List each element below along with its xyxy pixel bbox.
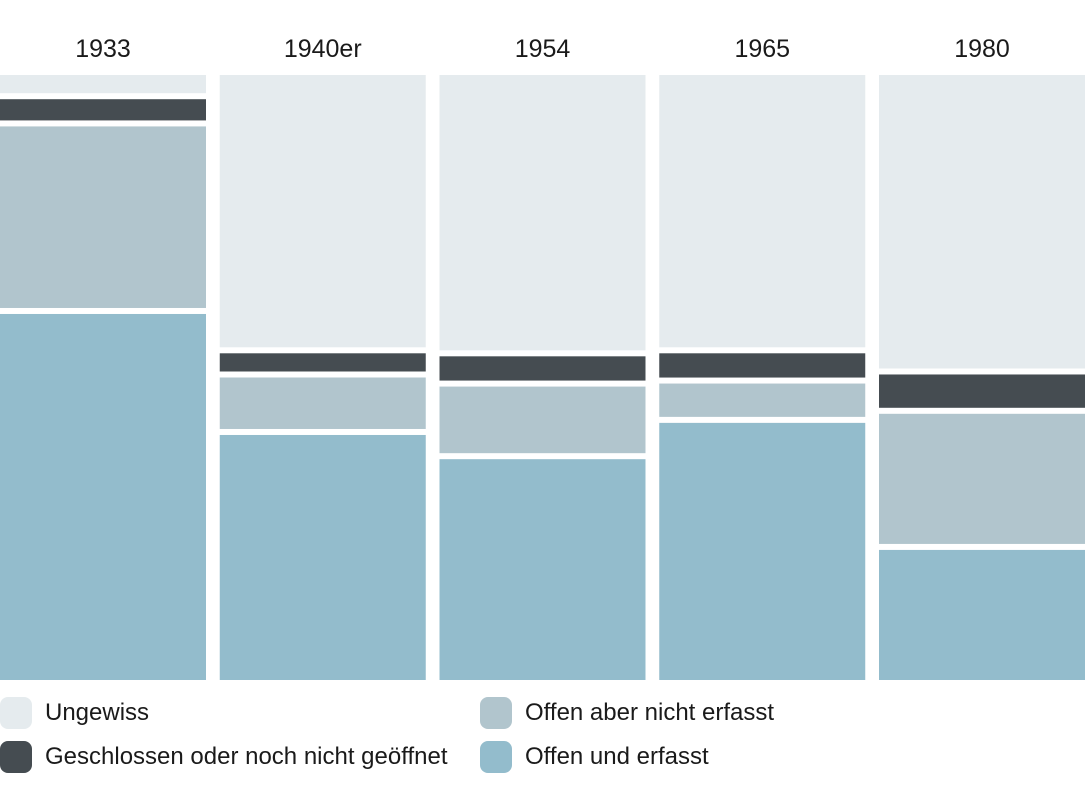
legend-item-geschlossen: Geschlossen oder noch nicht geöffnet: [0, 740, 448, 774]
bar-segment-1965-0: [659, 422, 866, 680]
legend-swatch-offen-nicht-erfasst: [480, 697, 512, 729]
bar-segment-1980-0: [879, 549, 1085, 680]
bar-segment-1954-3: [439, 75, 646, 351]
bar-segment-1954-0: [439, 459, 646, 680]
legend-label-offen-nicht-erfasst: Offen aber nicht erfasst: [525, 699, 775, 726]
column-label-1965: 1965: [734, 35, 790, 63]
legend-label-offen-erfasst: Offen und erfasst: [525, 743, 709, 770]
column-label-1940er: 1940er: [284, 35, 362, 63]
bar-segment-1965-2: [659, 353, 866, 378]
bar-segment-1940er-2: [219, 353, 426, 372]
stacked-bar-chart: 1933 1940er 1954 1965 1980: [0, 35, 1085, 680]
bar-segment-1940er-0: [219, 434, 426, 680]
bar-segment-1933-2: [0, 99, 206, 121]
bar-segment-1980-3: [879, 75, 1085, 369]
bar-segment-1940er-1: [219, 377, 426, 429]
bar-segment-1933-1: [0, 126, 206, 308]
legend-item-offen-nicht-erfasst: Offen aber nicht erfasst: [480, 696, 774, 730]
bar-segment-1954-1: [439, 386, 646, 454]
legend-swatch-geschlossen: [0, 741, 32, 773]
bar-segment-1965-3: [659, 75, 866, 348]
bar-segment-1933-0: [0, 313, 206, 680]
legend-label-geschlossen: Geschlossen oder noch nicht geöffnet: [45, 743, 448, 770]
column-label-1954: 1954: [515, 35, 571, 63]
legend-item-ungewiss: Ungewiss: [0, 696, 149, 730]
bar-segment-1933-3: [0, 75, 206, 94]
bar-segment-1965-1: [659, 383, 866, 417]
legend-label-ungewiss: Ungewiss: [45, 699, 150, 726]
column-label-1980: 1980: [954, 35, 1010, 63]
legend-swatch-offen-erfasst: [480, 741, 512, 773]
bar-segment-1980-2: [879, 374, 1085, 408]
legend: Ungewiss Geschlossen oder noch nicht geö…: [0, 694, 1085, 794]
legend-item-offen-erfasst: Offen und erfasst: [480, 740, 709, 774]
bar-segment-1980-1: [879, 413, 1085, 544]
bar-segment-1954-2: [439, 356, 646, 381]
column-label-1933: 1933: [75, 35, 131, 63]
legend-swatch-ungewiss: [0, 697, 32, 729]
bar-segment-1940er-3: [219, 75, 426, 348]
